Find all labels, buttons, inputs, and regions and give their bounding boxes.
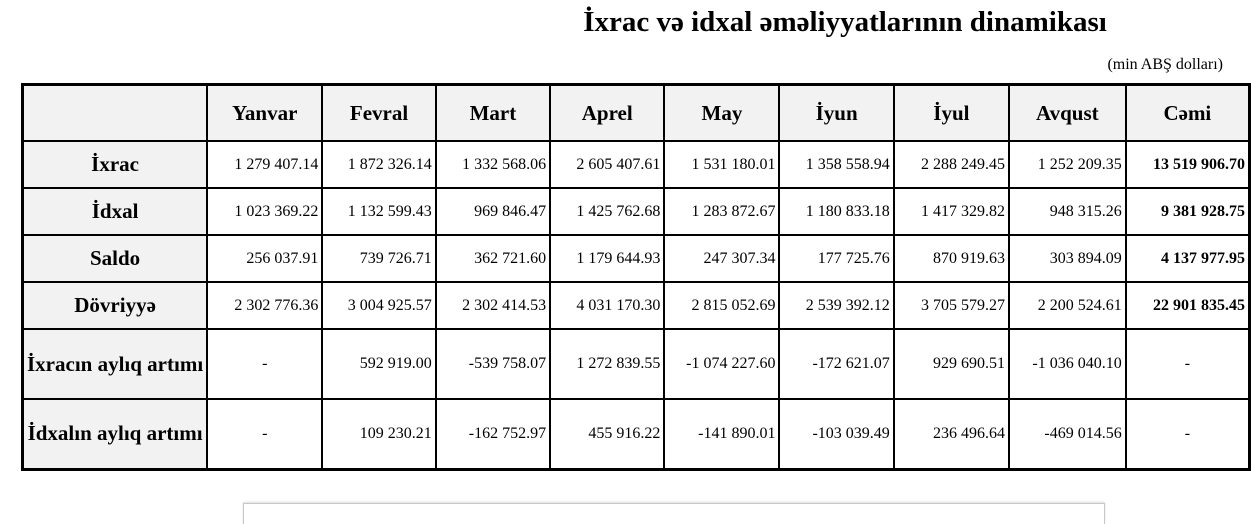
column-header: Fevral: [321, 83, 437, 142]
column-header: İyun: [778, 83, 895, 142]
row-label: İdxalın aylıq artımı: [21, 398, 209, 470]
table-row: İdxalın aylıq artımı -109 230.21 -162 752.…: [21, 398, 1251, 470]
table-cell: 1 252 209.35: [1007, 140, 1127, 189]
table-cell: -469 014.56: [1007, 398, 1127, 470]
table-cell: 177 725.76: [778, 234, 895, 283]
total-cell: -: [1124, 328, 1251, 400]
unit-label: (min ABŞ dolları): [1107, 56, 1223, 73]
row-label: Saldo: [21, 234, 209, 283]
table-cell: 1 132 599.43: [321, 187, 437, 236]
table-cell: 592 919.00: [321, 328, 437, 400]
table-cell: 236 496.64: [892, 398, 1010, 470]
total-cell: 9 381 928.75: [1124, 187, 1251, 236]
column-header: İyul: [892, 83, 1010, 142]
row-label: İxracın aylıq artımı: [21, 328, 209, 400]
table-row: Saldo 256 037.91 739 726.71 362 721.60 1 179…: [21, 234, 1251, 283]
table-cell: 1 417 329.82: [892, 187, 1010, 236]
table-cell: 256 037.91: [206, 234, 324, 283]
total-cell: 22 901 835.45: [1124, 281, 1251, 330]
table-cell: 1 425 762.68: [549, 187, 666, 236]
table-cell: 362 721.60: [434, 234, 552, 283]
table-cell: -: [206, 328, 324, 400]
total-cell: -: [1124, 398, 1251, 470]
table-cell: 455 916.22: [549, 398, 666, 470]
table-cell: 1 279 407.14: [206, 140, 324, 189]
table-cell: -: [206, 398, 324, 470]
table-cell: 1 272 839.55: [549, 328, 666, 400]
table-cell: 1 023 369.22: [206, 187, 324, 236]
table-cell: 4 031 170.30: [549, 281, 666, 330]
table-cell: -103 039.49: [778, 398, 895, 470]
table-header-row: Yanvar Fevral Mart Aprel May İyun İyul Avqust Cə…: [21, 83, 1251, 142]
header-corner: [21, 83, 209, 142]
table-cell: 969 846.47: [434, 187, 552, 236]
column-header: Aprel: [549, 83, 666, 142]
table-cell: 739 726.71: [321, 234, 437, 283]
table-cell: 2 605 407.61: [549, 140, 666, 189]
table-cell: 247 307.34: [663, 234, 781, 283]
row-label: İxrac: [21, 140, 209, 189]
table-cell: 2 302 414.53: [434, 281, 552, 330]
table-cell: -539 758.07: [434, 328, 552, 400]
table-cell: 948 315.26: [1007, 187, 1127, 236]
table-cell: 2 302 776.36: [206, 281, 324, 330]
table-cell: 1 180 833.18: [778, 187, 895, 236]
page-title: İxrac və idxal əməliyyatlarının dinamika…: [583, 6, 1107, 38]
table-cell: 2 200 524.61: [1007, 281, 1127, 330]
table-row: İxrac 1 279 407.14 1 872 326.14 1 332 568.0…: [21, 140, 1251, 189]
table-cell: 2 288 249.45: [892, 140, 1010, 189]
row-label: İdxal: [21, 187, 209, 236]
table-cell: 870 919.63: [892, 234, 1010, 283]
table-cell: 1 531 180.01: [663, 140, 781, 189]
table-cell: -162 752.97: [434, 398, 552, 470]
table-cell: -1 074 227.60: [663, 328, 781, 400]
table-cell: 1 179 644.93: [549, 234, 666, 283]
table-cell: -172 621.07: [778, 328, 895, 400]
table-cell: 1 332 568.06: [434, 140, 552, 189]
table-cell: 1 872 326.14: [321, 140, 437, 189]
table-row: İdxal 1 023 369.22 1 132 599.43 969 846.47 1…: [21, 187, 1251, 236]
table-cell: 1 358 558.94: [778, 140, 895, 189]
table-cell: 3 705 579.27: [892, 281, 1010, 330]
table-cell: 1 283 872.67: [663, 187, 781, 236]
table-cell: -1 036 040.10: [1007, 328, 1127, 400]
column-header: May: [663, 83, 781, 142]
table-cell: -141 890.01: [663, 398, 781, 470]
table-row: İxracın aylıq artımı -592 919.00 -539 758.…: [21, 328, 1251, 400]
bottom-panel: [243, 503, 1105, 524]
table-cell: 3 004 925.57: [321, 281, 437, 330]
table-cell: 2 539 392.12: [778, 281, 895, 330]
column-header: Avqust: [1007, 83, 1127, 142]
dynamics-table: Yanvar Fevral Mart Aprel May İyun İyul Avqust Cə…: [21, 83, 1251, 471]
column-header: Yanvar: [206, 83, 324, 142]
table-cell: 109 230.21: [321, 398, 437, 470]
row-label: Dövriyyə: [21, 281, 209, 330]
column-header: Mart: [434, 83, 552, 142]
table-row: Dövriyyə 2 302 776.36 3 004 925.57 2 302 41…: [21, 281, 1251, 330]
table-cell: 929 690.51: [892, 328, 1010, 400]
column-header: Cəmi: [1124, 83, 1251, 142]
total-cell: 4 137 977.95: [1124, 234, 1251, 283]
total-cell: 13 519 906.70: [1124, 140, 1251, 189]
table-cell: 303 894.09: [1007, 234, 1127, 283]
table-cell: 2 815 052.69: [663, 281, 781, 330]
